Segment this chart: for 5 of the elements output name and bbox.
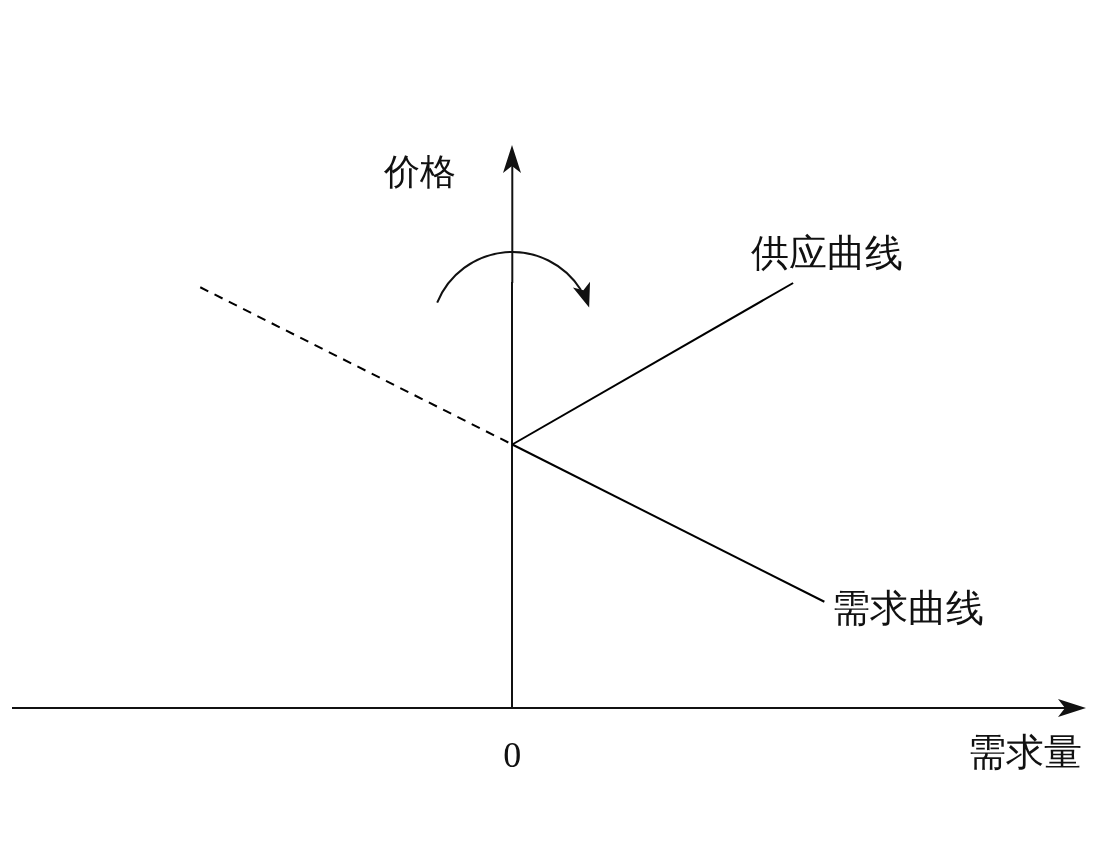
series-label: 需求曲线 xyxy=(832,586,985,629)
series-label: 供应曲线 xyxy=(751,231,904,274)
y-axis-title: 价格 xyxy=(383,152,457,193)
text: 0 xyxy=(503,735,522,776)
x-axis-title: 需求量 xyxy=(968,730,1082,773)
